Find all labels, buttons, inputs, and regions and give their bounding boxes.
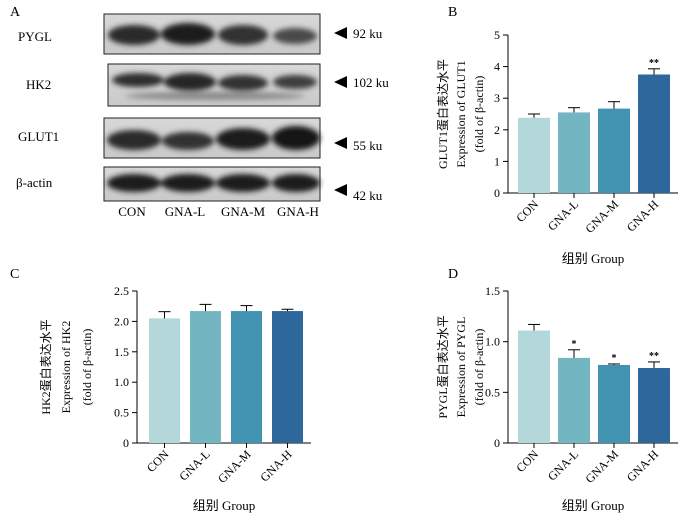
chart-d-significance: ** — [649, 351, 659, 362]
chart-d-x-tick-label: GNA-H — [624, 447, 661, 484]
chart-c-y-axis-title-line: HK2蛋白表达水平 — [38, 319, 53, 414]
chart-d-y-axis-title-line: (fold of β-actin) — [472, 329, 486, 406]
chart-c-y-tick-label: 0.5 — [114, 406, 129, 420]
chart-c-x-tick-label: GNA-M — [215, 447, 254, 486]
chart-c-x-tick-label: CON — [144, 447, 172, 475]
chart-c-bar-gna-l — [190, 311, 221, 443]
chart-d-pygl: 0 0.5 1.0 1.5 CON * GNA-L * GNA-M ** GNA-H PYGL蛋白表达… — [435, 284, 678, 513]
panel-letter-c: C — [10, 267, 19, 282]
chart-d-y-tick-label: 0 — [494, 436, 500, 450]
blot-lane-gna-h: GNA-H — [277, 204, 319, 219]
chart-d-x-tick-label: CON — [513, 447, 541, 475]
chart-d-x-tick-label: GNA-M — [582, 447, 621, 486]
chart-d-y-tick-label: 0.5 — [485, 385, 500, 399]
blot-lane-con: CON — [118, 204, 146, 219]
chart-b-y-tick-label: 5 — [494, 28, 500, 42]
chart-d-x-tick-label: GNA-L — [545, 447, 581, 483]
chart-d-bar-con — [518, 330, 550, 443]
chart-b-x-tick-label: GNA-M — [582, 197, 621, 236]
chart-b-x-tick-label: GNA-H — [624, 197, 661, 234]
chart-b-y-tick-label: 4 — [494, 60, 500, 74]
chart-d-y-axis-title-line: Expression of PYGL — [454, 317, 468, 418]
blot-lane-gna-l: GNA-L — [165, 204, 205, 219]
chart-b-x-axis-title: 组别 Group — [562, 251, 624, 266]
chart-b-significance: ** — [649, 58, 659, 69]
panel-letter-b: B — [448, 5, 457, 20]
blot-lane-gna-m: GNA-M — [221, 204, 265, 219]
arrow-hk2 — [334, 76, 347, 88]
chart-d-significance: * — [572, 339, 577, 350]
chart-b-bar-gna-m — [598, 108, 630, 193]
chart-c-y-axis-title-line: (fold of β-actin) — [80, 329, 94, 406]
chart-b-y-tick-label: 3 — [494, 91, 500, 105]
chart-b-bar-con — [518, 117, 550, 193]
chart-c-y-axis-title-line: Expression of HK2 — [59, 321, 73, 414]
chart-d-significance: * — [612, 353, 617, 364]
chart-b-x-tick-label: CON — [513, 197, 541, 225]
chart-d-bar-gna-m — [598, 364, 630, 443]
chart-d-y-tick-label: 1.0 — [485, 335, 500, 349]
chart-d-bar-gna-h — [638, 368, 670, 443]
arrow-glut1 — [334, 137, 347, 149]
blot-bands-hk2 — [112, 73, 317, 100]
western-blot: PYGL 92 ku HK2 102 ku GLUT1 — [16, 13, 389, 219]
blot-bands-pygl — [108, 23, 317, 45]
blot-label-beta-actin: β-actin — [16, 175, 53, 190]
blot-label-glut1: GLUT1 — [18, 129, 59, 144]
arrow-pygl — [334, 27, 347, 39]
blot-bands-beta-actin — [107, 174, 320, 192]
chart-c-y-tick-label: 1.5 — [114, 345, 129, 359]
chart-c-y-tick-label: 2.5 — [114, 284, 129, 298]
chart-d-y-axis-title-line: PYGL蛋白表达水平 — [435, 315, 450, 418]
blot-size-beta-actin: 42 ku — [353, 188, 383, 203]
blot-size-pygl: 92 ku — [353, 26, 383, 41]
blot-label-pygl: PYGL — [18, 29, 52, 44]
chart-c-bar-gna-m — [231, 311, 262, 443]
chart-b-bar-gna-l — [558, 112, 590, 193]
chart-b-y-tick-label: 1 — [494, 154, 500, 168]
arrow-beta-actin — [334, 184, 347, 196]
chart-c-bar-gna-h — [272, 311, 303, 443]
chart-c-y-tick-label: 0 — [123, 436, 129, 450]
chart-c-x-tick-label: GNA-H — [257, 447, 294, 484]
chart-c-y-tick-label: 2.0 — [114, 314, 129, 328]
chart-c-y-tick-label: 1.0 — [114, 375, 129, 389]
chart-b-y-axis-title-line: Expression of GLUT1 — [454, 60, 468, 167]
chart-b-y-tick-label: 0 — [494, 186, 500, 200]
chart-c-hk2: 0 0.5 1.0 1.5 2.0 2.5 CON GNA-L GNA-M GNA-H HK2蛋白表… — [38, 284, 311, 513]
blot-size-glut1: 55 ku — [353, 138, 383, 153]
blot-label-hk2: HK2 — [26, 77, 51, 92]
chart-b-bar-gna-h — [638, 74, 670, 193]
chart-c-x-tick-label: GNA-L — [176, 447, 212, 483]
blot-size-hk2: 102 ku — [353, 75, 389, 90]
chart-d-bar-gna-l — [558, 357, 590, 443]
panel-letter-d: D — [448, 267, 458, 282]
chart-d-y-tick-label: 1.5 — [485, 284, 500, 298]
panel-letter-a: A — [10, 5, 21, 20]
chart-c-bar-con — [149, 318, 180, 443]
chart-b-y-axis-title-line: GLUT1蛋白表达水平 — [435, 59, 450, 169]
chart-d-x-axis-title: 组别 Group — [562, 498, 624, 513]
chart-b-y-tick-label: 2 — [494, 123, 500, 137]
chart-b-x-tick-label: GNA-L — [545, 197, 581, 233]
blot-bands-glut1 — [107, 126, 320, 150]
chart-b-glut1: 0 1 2 3 4 5 CON GNA-L GNA-M ** GNA-H GLUT1蛋白表达水平 Exp… — [435, 28, 678, 266]
chart-c-x-axis-title: 组别 Group — [193, 498, 255, 513]
chart-b-y-axis-title-line: (fold of β-actin) — [472, 76, 486, 153]
